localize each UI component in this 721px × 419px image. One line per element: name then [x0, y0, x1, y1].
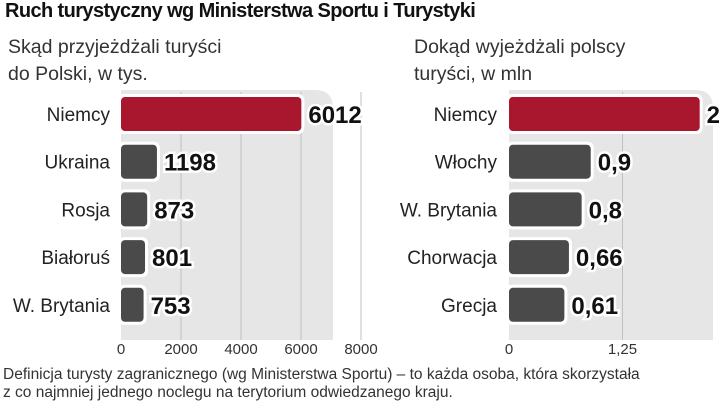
left-chart: 0 2000 4000 6000 8000 6012 Niemcy 1198 Ukraina 87…	[11, 90, 378, 358]
right-bar	[509, 240, 569, 275]
right-value-label: 0,9	[598, 150, 631, 177]
right-value-label: 0,8	[589, 197, 622, 224]
left-bar	[121, 144, 157, 179]
footnote-line-2: z co najmniej jednego noclegu na terytor…	[3, 384, 453, 401]
right-category-label: Grecja	[441, 296, 497, 317]
left-bar	[121, 97, 302, 131]
right-bar	[509, 144, 591, 179]
left-chart-subtitle-line-2: do Polski, w tys.	[8, 63, 148, 85]
right-category-label: W. Brytania	[400, 200, 498, 221]
right-value-label: 2,1	[707, 102, 721, 129]
left-value-label: 1198	[164, 150, 216, 177]
right-chart-subtitle-line-2: turyści, w mln	[414, 63, 533, 85]
left-x-tick-label: 4000	[224, 341, 257, 358]
left-x-tick-label: 8000	[344, 341, 377, 358]
left-x-tick-label: 2000	[164, 341, 197, 358]
left-category-label: W. Brytania	[13, 296, 111, 317]
left-value-label: 6012	[308, 102, 361, 129]
left-value-label: 873	[154, 197, 194, 224]
left-value-label: 801	[152, 245, 192, 272]
right-x-tick-label: 1,25	[608, 341, 637, 358]
right-value-label: 0,66	[576, 245, 623, 272]
right-category-label: Chorwacja	[407, 248, 497, 269]
right-x-tick-label: 0	[505, 341, 513, 358]
left-bar	[121, 287, 144, 322]
left-bar	[121, 240, 146, 275]
right-bar	[509, 287, 565, 322]
right-chart-subtitle: Dokąd wyjeżdżali polscy turyści, w mln	[414, 34, 625, 88]
right-chart-subtitle-line-1: Dokąd wyjeżdżali polscy	[414, 36, 626, 58]
chart-title: Ruch turystyczny wg Ministerstwa Sportu …	[5, 0, 476, 22]
footnote: Definicja turysty zagranicznego (wg Mini…	[3, 366, 640, 402]
left-chart-panel	[121, 90, 333, 340]
left-bar	[121, 192, 148, 227]
left-x-tick-label: 0	[117, 341, 125, 358]
right-bar	[509, 97, 700, 131]
left-category-label: Ukraina	[45, 153, 111, 174]
right-bar	[509, 192, 582, 227]
right-category-label: Niemcy	[434, 105, 498, 126]
left-chart-subtitle: Skąd przyjeżdżali turyści do Polski, w t…	[8, 34, 222, 88]
left-value-label: 753	[151, 293, 191, 320]
left-chart-subtitle-line-1: Skąd przyjeżdżali turyści	[8, 36, 222, 58]
left-category-label: Rosja	[61, 200, 110, 221]
footnote-line-1: Definicja turysty zagranicznego (wg Mini…	[3, 366, 640, 383]
left-x-tick-label: 6000	[284, 341, 317, 358]
right-category-label: Włochy	[435, 153, 498, 174]
left-category-label: Białoruś	[41, 248, 110, 269]
left-category-label: Niemcy	[47, 105, 111, 126]
right-value-label: 0,61	[571, 293, 618, 320]
